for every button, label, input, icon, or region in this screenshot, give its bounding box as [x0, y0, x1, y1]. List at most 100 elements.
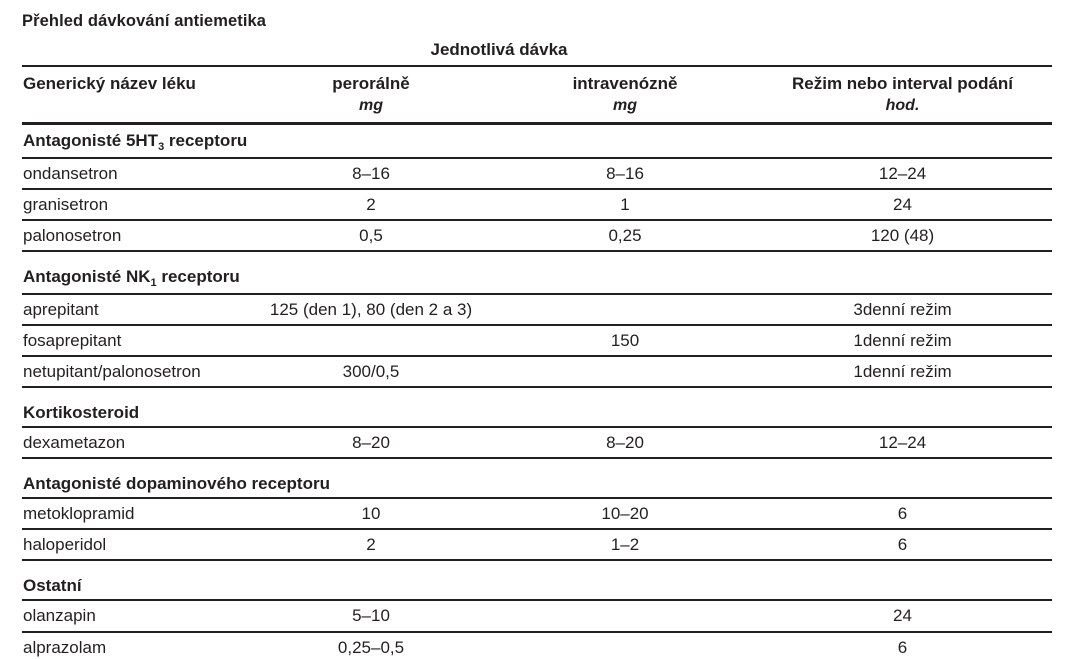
- section-title-subscript: 1: [150, 277, 157, 290]
- section-gap-row: [22, 387, 1052, 397]
- drug-row: fosaprepitant 150 1denní režim: [22, 325, 1053, 358]
- iv-dose-cell: [497, 600, 754, 633]
- section-title: Antagonisté dopaminového receptoru: [22, 468, 1053, 500]
- section-gap-cell: [22, 458, 1052, 468]
- iv-dose-cell: 150: [497, 325, 754, 358]
- iv-dose-cell: [497, 356, 754, 389]
- interval-cell: 6: [753, 631, 1053, 659]
- interval-cell: 1denní režim: [753, 325, 1053, 358]
- unit-empty: [22, 95, 245, 125]
- oral-dose-cell: [245, 325, 497, 358]
- drug-name-cell: ondansetron: [22, 157, 245, 190]
- iv-dose-cell: [497, 631, 754, 659]
- section-gap-row: [22, 458, 1052, 468]
- iv-dose-cell: 8–16: [497, 157, 754, 190]
- spanner-empty-left: [22, 32, 245, 68]
- unit-oral: mg: [245, 95, 497, 125]
- spanner-row: Jednotlivá dávka: [22, 32, 1053, 68]
- unit-interval: hod.: [753, 95, 1053, 125]
- oral-dose-cell: 2: [245, 529, 497, 562]
- section-title: Antagonisté NK1 receptoru: [22, 261, 1053, 296]
- section-title: Kortikosteroid: [22, 397, 1053, 429]
- drug-name-cell: alprazolam: [22, 631, 245, 659]
- interval-cell: 12–24: [753, 427, 1053, 460]
- section-title-text: Ostatní: [23, 576, 82, 596]
- drug-name-cell: palonosetron: [22, 220, 245, 253]
- section-title-text: receptoru: [156, 267, 240, 287]
- column-header-row: Generický název léku perorálně intravenó…: [22, 66, 1052, 95]
- iv-dose-cell: 8–20: [497, 427, 754, 460]
- drug-row: olanzapin 5–10 24: [22, 600, 1053, 633]
- drug-row: netupitant/palonosetron 300/0,5 1denní rež…: [22, 356, 1053, 389]
- section-title-text: Antagonisté 5HT: [23, 130, 159, 150]
- iv-dose-cell: 10–20: [497, 498, 754, 531]
- oral-dose-cell: 8–20: [245, 427, 497, 460]
- oral-dose-cell: 5–10: [245, 600, 497, 633]
- drug-name-cell: dexametazon: [22, 427, 245, 460]
- drug-name-cell: fosaprepitant: [22, 325, 245, 358]
- oral-dose-cell: 2: [245, 188, 497, 222]
- section-header-row: Ostatní: [22, 570, 1053, 602]
- oral-dose-cell: 10: [245, 498, 497, 531]
- drug-name-cell: netupitant/palonosetron: [22, 356, 245, 389]
- drug-row: aprepitant 125 (den 1), 80 (den 2 a 3) 3de…: [22, 294, 1053, 327]
- table-body: Antagonisté 5HT3 receptoru ondansetron 8–1…: [22, 123, 1053, 659]
- oral-dose-cell: 300/0,5: [245, 356, 497, 389]
- section-gap-cell: [22, 251, 1052, 261]
- section-title: Antagonisté 5HT3 receptoru: [22, 123, 1053, 159]
- interval-cell: 3denní režim: [753, 294, 1053, 327]
- section-title-text: Antagonisté dopaminového receptoru: [23, 474, 330, 494]
- interval-cell: 12–24: [753, 157, 1053, 190]
- section-header-row: Kortikosteroid: [22, 397, 1053, 429]
- iv-dose-cell: 1–2: [497, 529, 754, 562]
- column-header-interval: Režim nebo interval podání: [791, 74, 1014, 94]
- drug-name-cell: aprepitant: [22, 294, 245, 327]
- section-title: Ostatní: [22, 570, 1053, 602]
- iv-dose-cell: [497, 294, 754, 327]
- section-title-text: Antagonisté NK: [23, 267, 151, 287]
- section-title-subscript: 3: [158, 140, 165, 153]
- section-gap-cell: [22, 387, 1052, 397]
- section-header-row: Antagonisté NK1 receptoru: [22, 261, 1053, 296]
- unit-row: mg mg hod.: [22, 95, 1053, 125]
- spanner-empty-right: [753, 32, 1053, 68]
- section-header-row: Antagonisté 5HT3 receptoru: [22, 123, 1053, 159]
- drug-name-cell: olanzapin: [22, 600, 245, 633]
- section-gap-row: [22, 251, 1052, 261]
- drug-row: palonosetron 0,5 0,25 120 (48): [22, 220, 1053, 253]
- unit-iv: mg: [497, 95, 754, 125]
- interval-cell: 6: [753, 498, 1053, 531]
- section-header-row: Antagonisté dopaminového receptoru: [22, 468, 1053, 500]
- column-header-drug: Generický název léku: [23, 74, 196, 94]
- drug-name-cell: metoklopramid: [22, 498, 245, 531]
- drug-row: metoklopramid 10 10–20 6: [22, 498, 1053, 531]
- drug-name-cell: granisetron: [22, 188, 245, 222]
- oral-dose-cell: 0,25–0,5: [245, 631, 497, 659]
- column-header-oral: perorálně: [332, 74, 410, 94]
- drug-row: ondansetron 8–16 8–16 12–24: [22, 157, 1053, 190]
- interval-cell: 6: [753, 529, 1053, 562]
- drug-row: granisetron 2 1 24: [22, 188, 1053, 222]
- interval-cell: 24: [753, 600, 1053, 633]
- column-header-iv: intravenózně: [572, 74, 678, 94]
- oral-dose-cell: 125 (den 1), 80 (den 2 a 3): [245, 294, 497, 327]
- interval-cell: 120 (48): [753, 220, 1053, 253]
- interval-cell: 24: [753, 188, 1053, 222]
- iv-dose-cell: 0,25: [497, 220, 754, 253]
- oral-dose-cell: 0,5: [245, 220, 497, 253]
- iv-dose-cell: 1: [497, 188, 754, 222]
- oral-dose-cell: 8–16: [245, 157, 497, 190]
- table-header: Jednotlivá dávka Generický název léku pe…: [22, 32, 1053, 125]
- drug-name-cell: haloperidol: [22, 529, 245, 562]
- drug-row: haloperidol 2 1–2 6: [22, 529, 1053, 562]
- interval-cell: 1denní režim: [753, 356, 1053, 389]
- section-title-text: receptoru: [164, 130, 248, 150]
- spanner-label: Jednotlivá dávka: [245, 32, 754, 68]
- page-title: Přehled dávkování antiemetika: [22, 12, 267, 30]
- section-gap-cell: [22, 560, 1052, 570]
- antiemetic-dosing-table: Jednotlivá dávka Generický název léku pe…: [22, 32, 1053, 659]
- section-gap-row: [22, 560, 1052, 570]
- drug-row: alprazolam 0,25–0,5 6: [22, 631, 1053, 659]
- drug-row: dexametazon 8–20 8–20 12–24: [22, 427, 1053, 460]
